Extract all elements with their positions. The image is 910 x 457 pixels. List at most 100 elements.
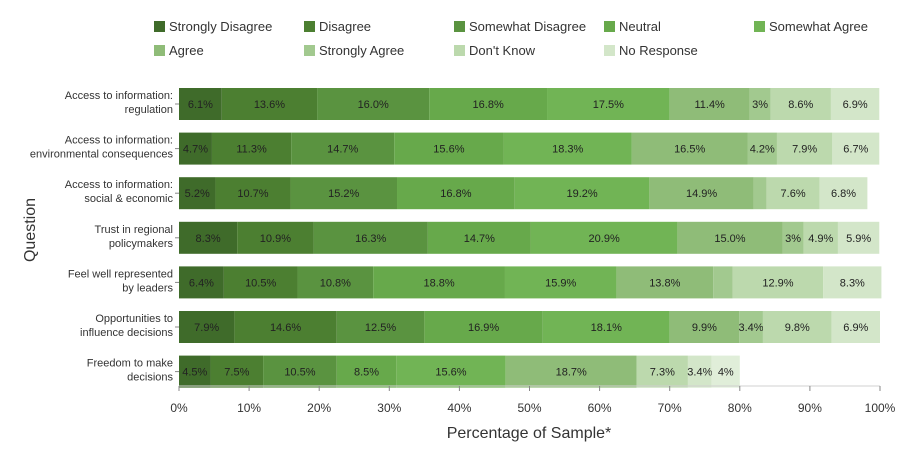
data-label: 17.5%	[593, 99, 624, 111]
data-label: 7.9%	[194, 322, 219, 334]
bar-segment	[373, 266, 505, 299]
bar-segment	[290, 177, 398, 210]
data-label: 16.0%	[358, 99, 389, 111]
bar-segment	[677, 221, 783, 254]
bar-segment	[336, 355, 397, 388]
data-label: 9.9%	[692, 322, 717, 334]
data-label: 8.3%	[196, 233, 221, 245]
x-tick-label: 30%	[377, 401, 401, 415]
bar-segment	[649, 177, 754, 210]
bar-segment	[291, 132, 395, 165]
legend-label: No Response	[619, 43, 698, 58]
bar-segment	[179, 266, 224, 299]
bar-segment	[747, 132, 777, 165]
bar-segment	[179, 177, 216, 210]
legend-swatch	[154, 45, 165, 56]
category-label: Feel well represented	[68, 268, 173, 280]
bar-segment	[505, 355, 637, 388]
bar-segment	[831, 311, 880, 343]
legend-label: Agree	[169, 43, 204, 58]
bar-segment	[547, 88, 670, 120]
data-label: 8.5%	[354, 367, 379, 379]
category-label: policymakers	[109, 238, 174, 250]
legend-label: Neutral	[619, 19, 661, 34]
data-label: 10.8%	[320, 277, 351, 289]
data-label: 13.8%	[649, 277, 680, 289]
bar-segment	[427, 221, 531, 254]
bar-segment	[762, 311, 832, 343]
data-label: 18.7%	[556, 367, 587, 379]
x-tick-label: 20%	[307, 401, 331, 415]
bar-segment	[711, 355, 740, 388]
bar-segment	[766, 177, 820, 210]
data-label: 18.1%	[591, 322, 622, 334]
bar-segment	[542, 311, 670, 343]
data-label: 16.8%	[440, 188, 471, 200]
bar-segment	[221, 88, 318, 120]
data-label: 14.9%	[686, 188, 717, 200]
x-tick-label: 40%	[447, 401, 471, 415]
data-label: 10.5%	[284, 367, 315, 379]
data-label: 14.6%	[270, 322, 301, 334]
bar-segment	[179, 132, 212, 165]
data-label: 5.9%	[846, 233, 871, 245]
data-label: 15.0%	[714, 233, 745, 245]
legend-label: Strongly Disagree	[169, 19, 272, 34]
bar-segment	[732, 266, 824, 299]
bar-segment	[530, 221, 678, 254]
category-label: Access to information:	[65, 90, 173, 102]
bar-segment	[313, 221, 428, 254]
bar-segment	[234, 311, 337, 343]
data-label: 4.2%	[750, 144, 775, 156]
data-label: 7.5%	[224, 367, 249, 379]
y-axis-title: Question	[22, 198, 39, 262]
data-label: 18.3%	[552, 144, 583, 156]
bar-segment	[503, 132, 632, 165]
x-tick-label: 0%	[170, 401, 188, 415]
bar-segment	[837, 221, 880, 254]
data-label: 15.2%	[328, 188, 359, 200]
data-label: 3%	[785, 233, 801, 245]
bar-segment	[616, 266, 714, 299]
bar-segment	[504, 266, 617, 299]
bar-segment	[179, 355, 211, 388]
legend-label: Strongly Agree	[319, 43, 404, 58]
bar-segment	[753, 177, 767, 210]
data-label: 3.4%	[687, 367, 712, 379]
bar-segment	[223, 266, 298, 299]
data-label: 16.5%	[674, 144, 705, 156]
bar-segment	[770, 88, 831, 120]
bar-segment	[713, 266, 733, 299]
x-tick-label: 80%	[728, 401, 752, 415]
bar-segment	[669, 311, 740, 343]
data-label: 6.4%	[189, 277, 214, 289]
x-tick-label: 100%	[865, 401, 896, 415]
category-label: social & economic	[84, 193, 173, 205]
bar-segment	[179, 221, 238, 254]
data-label: 12.5%	[365, 322, 396, 334]
bar-segment	[396, 355, 506, 388]
x-tick-label: 60%	[588, 401, 612, 415]
data-label: 13.6%	[254, 99, 285, 111]
bar-segment	[211, 132, 292, 165]
data-label: 4%	[718, 367, 734, 379]
data-label: 20.9%	[589, 233, 620, 245]
x-axis: 0% 10% 20% 30% 40% 50% 60% 70% 80% 90% 100%	[170, 385, 896, 415]
bar-segment	[687, 355, 712, 388]
data-label: 8.3%	[840, 277, 865, 289]
bar-segment	[210, 355, 264, 388]
data-label: 16.3%	[355, 233, 386, 245]
bar-segment	[823, 266, 882, 299]
legend-swatch	[304, 45, 315, 56]
data-label: 10.9%	[260, 233, 291, 245]
data-label: 7.9%	[792, 144, 817, 156]
data-label: 18.8%	[423, 277, 454, 289]
legend-label: Disagree	[319, 19, 371, 34]
legend-label: Somewhat Disagree	[469, 19, 586, 34]
legend-swatch	[754, 21, 765, 32]
bar-segment	[317, 88, 430, 120]
bar-segment	[179, 88, 222, 120]
category-label: Trust in regional	[95, 224, 173, 236]
data-label: 10.7%	[237, 188, 268, 200]
